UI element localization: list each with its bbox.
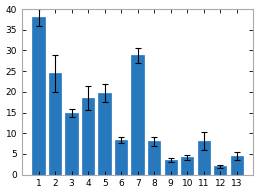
Bar [231, 156, 243, 175]
Bar [164, 160, 177, 175]
Bar [198, 141, 210, 175]
Bar [214, 166, 226, 175]
Bar [115, 140, 127, 175]
Bar [132, 55, 144, 175]
Bar [82, 98, 94, 175]
Bar [98, 93, 111, 175]
Bar [32, 17, 45, 175]
Bar [66, 113, 78, 175]
Bar [49, 73, 61, 175]
Bar [181, 157, 193, 175]
Bar [148, 141, 160, 175]
